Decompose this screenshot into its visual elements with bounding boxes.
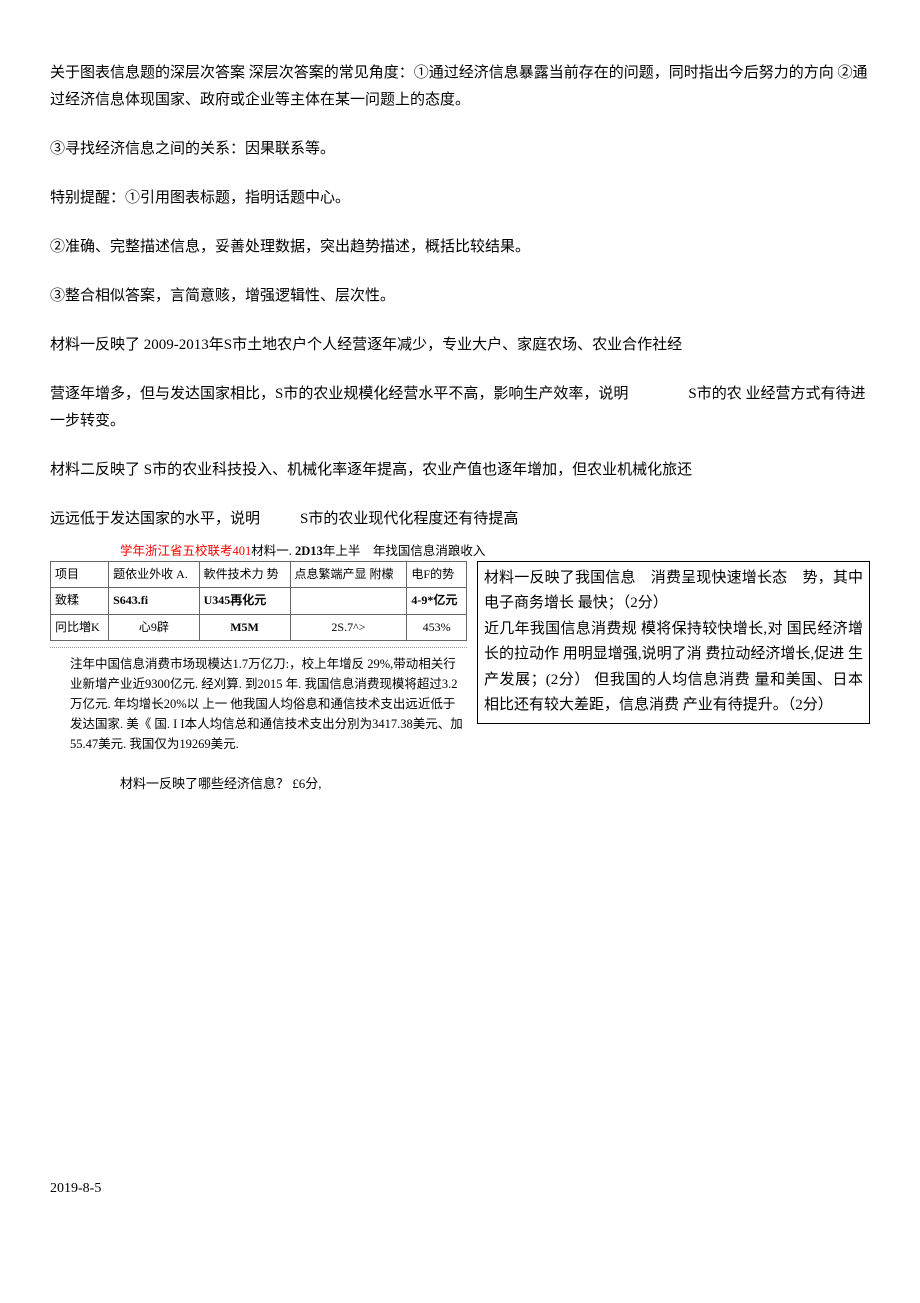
table-cell: 冋比増K (51, 614, 109, 641)
table-cell: 致糅 (51, 588, 109, 615)
left-column: 项目 题依业外收 A. 軟件技术力 势 点息繁端产显 附檬 电F的势 致糅 S6… (50, 561, 467, 796)
paragraph-3: 特别提醒：①引用图表标题，指明话题中心。 (50, 185, 870, 212)
source-line: 学年浙江省五校联考401材料一. 2D13年上半 年找国信息消踉收入 (50, 543, 540, 561)
answer-box: 材料一反映了我国信息 消费呈现快速增长态 势，其中电子商务增长 最快；（2分） … (477, 561, 870, 724)
divider (50, 647, 467, 648)
table-cell: S643.fi (109, 588, 200, 615)
cell-bold: 4-9*亿元 (411, 593, 457, 607)
source-black-b: 年上半 年找国信息消踉收入 (323, 544, 486, 558)
paragraph-2: ③寻找经济信息之间的关系：因果联系等。 (50, 136, 870, 163)
paragraph-7: 营逐年增多，但与发达国家相比，S市的农业规模化经营水平不高，影响生产效率，说明S… (50, 381, 870, 435)
table-cell: 题依业外收 A. (109, 561, 200, 588)
source-black-a: 材料一. (251, 544, 295, 558)
answer-p2: 近几年我国信息消费规 模将保持较快增长,对 国民经济增长的拉动作 用明显增强,说… (484, 617, 863, 719)
table-cell: 电F的势 (407, 561, 467, 588)
paragraph-8: 材料二反映了 S市的农业科技投入、机械化率逐年提高，农业产值也逐年增加，但农业机… (50, 457, 870, 484)
footer-date: 2019-8-5 (50, 1176, 870, 1201)
cell-bold: U345再化元 (204, 593, 267, 607)
table-row: 项目 题依业外收 A. 軟件技术力 势 点息繁端产显 附檬 电F的势 (51, 561, 467, 588)
cell-bold: M5M (230, 620, 259, 634)
cell-bold: S643.fi (113, 593, 148, 607)
paragraph-6: 材料一反映了 2009-2013年S市土地农户个人经营逐年减少，专业大户、家庭农… (50, 332, 870, 359)
table-cell: 点息繁端产显 附檬 (290, 561, 407, 588)
table-cell: 2S.7^> (290, 614, 407, 641)
table-row: 致糅 S643.fi U345再化元 4-9*亿元 (51, 588, 467, 615)
source-red: 学年浙江省五校联考401 (120, 544, 251, 558)
table-note: 注年中国信息消费市场现模达1.7万亿刀:，校上年增反 29%,带动相关行业新增产… (50, 654, 467, 754)
table-cell: 心9辟 (109, 614, 200, 641)
question-label: 材料一反映了哪些经济信息？ £6分, (120, 776, 322, 791)
paragraph-4: ②准确、完整描述信息，妥善处理数据，突出趋势描述，概括比较结果。 (50, 234, 870, 261)
data-table: 项目 题依业外收 A. 軟件技术力 势 点息繁端产显 附檬 电F的势 致糅 S6… (50, 561, 467, 642)
table-cell: 4-9*亿元 (407, 588, 467, 615)
question-text: 材料一反映了哪些经济信息？ £6分, (50, 772, 467, 795)
table-cell: 项目 (51, 561, 109, 588)
p9-part-a: 远远低于发达国家的水平，说明 (50, 511, 260, 527)
paragraph-5: ③整合相似答案，言简意赅，增强逻辑性、层次性。 (50, 283, 870, 310)
answer-p1: 材料一反映了我国信息 消费呈现快速增长态 势，其中电子商务增长 最快；（2分） (484, 566, 863, 617)
table-cell: M5M (199, 614, 290, 641)
paragraph-9: 远远低于发达国家的水平，说明 S市的农业现代化程度还有待提高 (50, 506, 870, 533)
p9-part-b: S市的农业现代化程度还有待提高 (300, 511, 518, 527)
table-cell: 軟件技术力 势 (199, 561, 290, 588)
p7-part-a: 营逐年增多，但与发达国家相比，S市的农业规模化经营水平不高，影响生产效率，说明 (50, 386, 628, 402)
table-cell: U345再化元 (199, 588, 290, 615)
table-cell: 453% (407, 614, 467, 641)
source-bold: 2D13 (295, 544, 323, 558)
table-cell (290, 588, 407, 615)
table-row: 冋比増K 心9辟 M5M 2S.7^> 453% (51, 614, 467, 641)
paragraph-1: 关于图表信息题的深层次答案 深层次答案的常见角度：①通过经济信息暴露当前存在的问… (50, 60, 870, 114)
